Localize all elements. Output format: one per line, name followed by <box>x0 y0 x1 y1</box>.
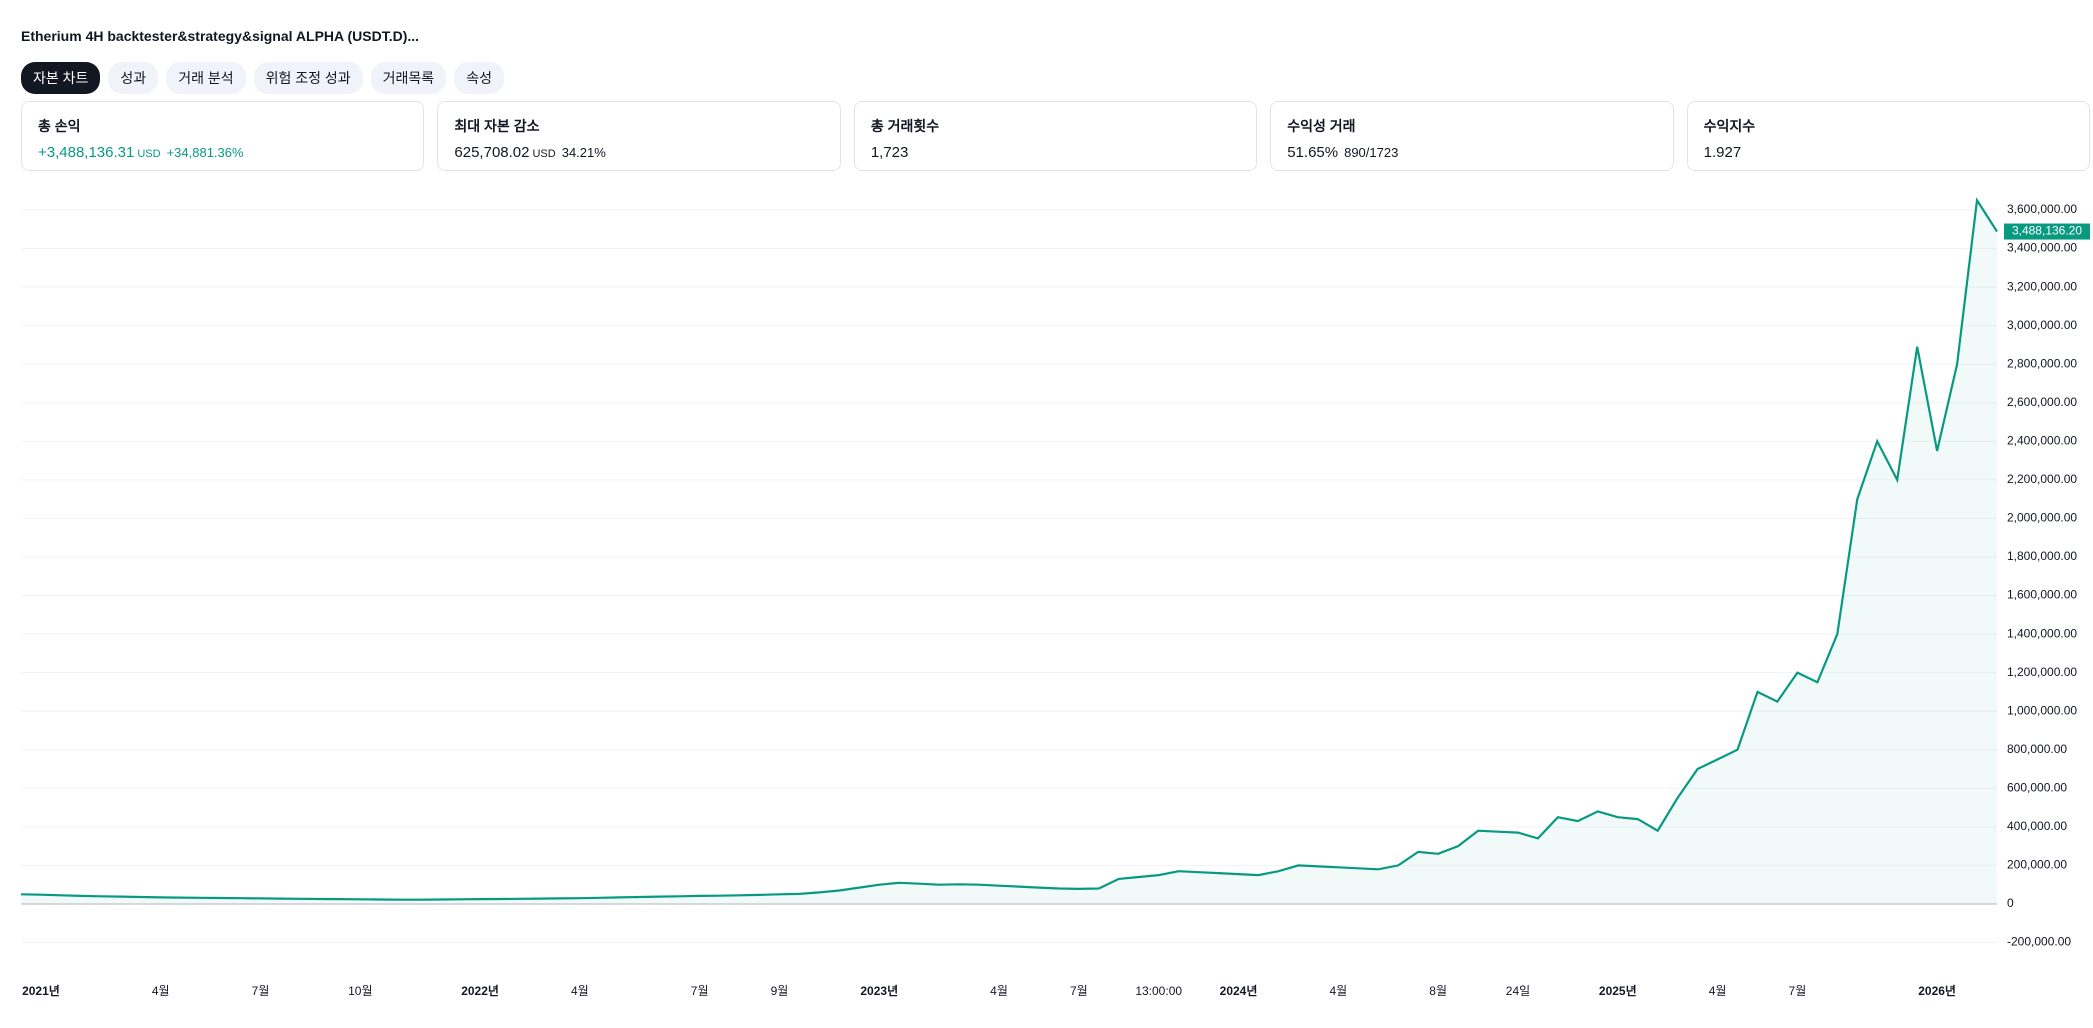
x-tick-label: 13:00:00 <box>1135 984 1182 998</box>
y-tick-label: 2,000,000.00 <box>2007 511 2077 525</box>
y-tick-label: 1,400,000.00 <box>2007 626 2077 640</box>
y-tick-label: 1,000,000.00 <box>2007 703 2077 717</box>
stat-value-row: 625,708.02 USD 34.21% <box>454 144 823 161</box>
stat-value-row: 1,723 <box>871 144 1240 161</box>
stat-card: 최대 자본 감소 625,708.02 USD 34.21% <box>437 101 841 171</box>
stat-unit: USD <box>137 148 161 160</box>
x-tick-label: 2021년 <box>22 984 60 998</box>
y-tick-label: 1,800,000.00 <box>2007 549 2077 563</box>
stat-card: 총 거래횟수 1,723 <box>853 101 1258 171</box>
stat-extra: 34.21% <box>561 145 606 160</box>
y-tick-label: 400,000.00 <box>2007 819 2067 833</box>
stat-value: 1,723 <box>870 144 909 161</box>
stats: 총 손익 +3,488,136.31 USD +34,881.36% 최대 자본 감소 6… <box>21 101 2091 171</box>
stat-label: 최대 자본 감소 <box>454 118 540 134</box>
x-tick-label: 10월 <box>348 984 372 998</box>
x-tick-label: 2025년 <box>1599 984 1637 998</box>
x-tick-label: 4월 <box>1709 984 1727 998</box>
stat-value: 51.65% <box>1287 144 1339 161</box>
y-tick-label: 0 <box>2007 896 2014 910</box>
y-tick-label: 200,000.00 <box>2007 858 2067 872</box>
x-tick-label: 2022년 <box>461 984 499 998</box>
y-tick-label: 2,800,000.00 <box>2007 356 2077 370</box>
equity-area <box>21 200 1997 904</box>
tab[interactable]: 위험 조정 성과 <box>253 62 363 94</box>
y-tick-label: -200,000.00 <box>2007 935 2071 949</box>
stat-label: 총 거래횟수 <box>870 118 940 134</box>
y-tick-label: 800,000.00 <box>2007 742 2067 756</box>
tab[interactable]: 성과 <box>108 62 159 94</box>
stat-value: +3,488,136.31 <box>38 144 135 161</box>
x-tick-label: 7월 <box>1070 984 1088 998</box>
tab[interactable]: 자본 차트 <box>21 62 101 94</box>
y-tick-label: 3,600,000.00 <box>2007 202 2077 216</box>
y-tick-label: 2,600,000.00 <box>2007 395 2077 409</box>
stat-card: 총 손익 +3,488,136.31 USD +34,881.36% <box>21 101 425 171</box>
tab[interactable]: 거래목록 <box>370 62 447 94</box>
y-tick-label: 2,400,000.00 <box>2007 433 2077 447</box>
last-value-box <box>2004 223 2090 240</box>
x-tick-label: 8월 <box>1429 984 1447 998</box>
stat-card: 수익성 거래 51.65% 890/1723 <box>1270 101 1674 171</box>
stat-label: 수익지수 <box>1703 118 1756 134</box>
stat-unit: USD <box>532 148 556 160</box>
x-tick-label: 2023년 <box>860 984 898 998</box>
y-tick-label: 600,000.00 <box>2007 780 2067 794</box>
x-tick-label: 7월 <box>252 984 270 998</box>
stat-extra: +34,881.36% <box>166 145 244 160</box>
y-tick-label: 3,200,000.00 <box>2007 279 2077 293</box>
x-tick-label: 4월 <box>152 984 170 998</box>
stat-label: 총 손익 <box>38 118 81 134</box>
x-tick-label: 2026년 <box>1918 984 1956 998</box>
tab[interactable]: 속성 <box>454 62 504 94</box>
y-tick-label: 1,600,000.00 <box>2007 588 2077 602</box>
x-tick-label: 2024년 <box>1220 984 1258 998</box>
x-tick-label: 9월 <box>771 984 789 998</box>
x-tick-label: 24일 <box>1506 984 1530 998</box>
stat-label: 수익성 거래 <box>1287 118 1356 134</box>
x-tick-label: 4월 <box>990 984 1008 998</box>
stat-value-row: +3,488,136.31 USD +34,881.36% <box>38 144 407 161</box>
last-value-label: 3,488,136.20 <box>2012 224 2082 238</box>
y-tick-label: 2,200,000.00 <box>2007 472 2077 486</box>
y-tick-label: 1,200,000.00 <box>2007 665 2077 679</box>
x-tick-label: 7월 <box>691 984 709 998</box>
tabs: 자본 차트 성과 거래 분석 위험 조정 성과 거래목록 속성 <box>21 62 504 94</box>
stat-extra: 890/1723 <box>1344 145 1399 160</box>
stat-value-row: 1.927 <box>1704 144 2073 161</box>
stat-value: 1.927 <box>1703 144 1742 161</box>
y-tick-label: 3,400,000.00 <box>2007 241 2077 255</box>
stat-card: 수익지수 1.927 <box>1686 101 2091 171</box>
stat-value-row: 51.65% 890/1723 <box>1287 144 1656 161</box>
x-tick-label: 4월 <box>571 984 589 998</box>
stat-value: 625,708.02 <box>454 144 530 161</box>
equity-line <box>20 197 1998 901</box>
x-tick-label: 7월 <box>1789 984 1807 998</box>
y-tick-label: 3,000,000.00 <box>2007 318 2077 332</box>
tab[interactable]: 거래 분석 <box>166 62 246 94</box>
title: Etherium 4H backtester&strategy&signal A… <box>21 28 420 44</box>
x-tick-label: 4월 <box>1329 984 1347 998</box>
